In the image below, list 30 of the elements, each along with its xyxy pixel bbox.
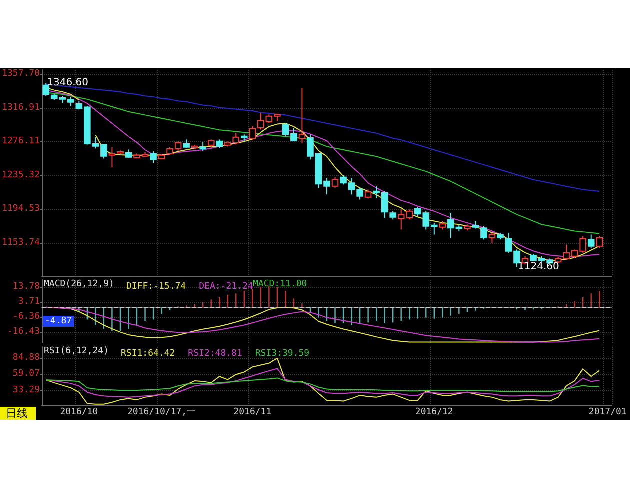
text: RSI1:64.42	[121, 349, 176, 359]
text: RSI2:48.81	[188, 349, 242, 359]
text: DIFF:-15.74	[126, 282, 186, 292]
y-tick-label: 1153.74	[2, 238, 40, 248]
y-tick-label: 1357.70	[2, 68, 40, 79]
y-tick-label: 84.88	[12, 352, 40, 363]
x-tick-label: 2016/12	[415, 408, 454, 418]
annotation: 1346.60	[47, 78, 88, 89]
y-tick-label: 33.29	[12, 385, 40, 396]
y-tick-label: 1276.11	[2, 136, 40, 147]
x-tick-label: 2016/10	[60, 408, 98, 418]
y-tick-label: -16.43	[7, 326, 40, 337]
annotation: -4.87	[45, 316, 72, 326]
x-tick-label: 2017/01	[588, 408, 627, 418]
annotation: 1124.60	[518, 262, 560, 273]
text: DEA:-21.24	[199, 282, 254, 292]
y-tick-label: 59.07	[12, 369, 40, 380]
y-tick-label: 1194.53	[2, 204, 40, 214]
annotation: MACD:11.00	[253, 280, 308, 290]
x-tick-label: 2016/10/17,一	[127, 408, 196, 418]
y-tick-label: 1316.91	[2, 102, 40, 113]
y-tick-label: 3.71	[18, 296, 40, 307]
x-axis-title: 日线	[6, 407, 28, 420]
y-tick-label: 1235.32	[2, 170, 40, 180]
text: RSI3:39.59	[255, 349, 310, 359]
chart-title: MACD(26,12,9)	[44, 280, 114, 290]
y-tick-label: -6.36	[12, 312, 40, 322]
chart-title: RSI(6,12,24)	[44, 346, 110, 356]
x-tick-label: 2016/11	[234, 408, 272, 418]
y-tick-label: 13.78	[12, 282, 40, 292]
